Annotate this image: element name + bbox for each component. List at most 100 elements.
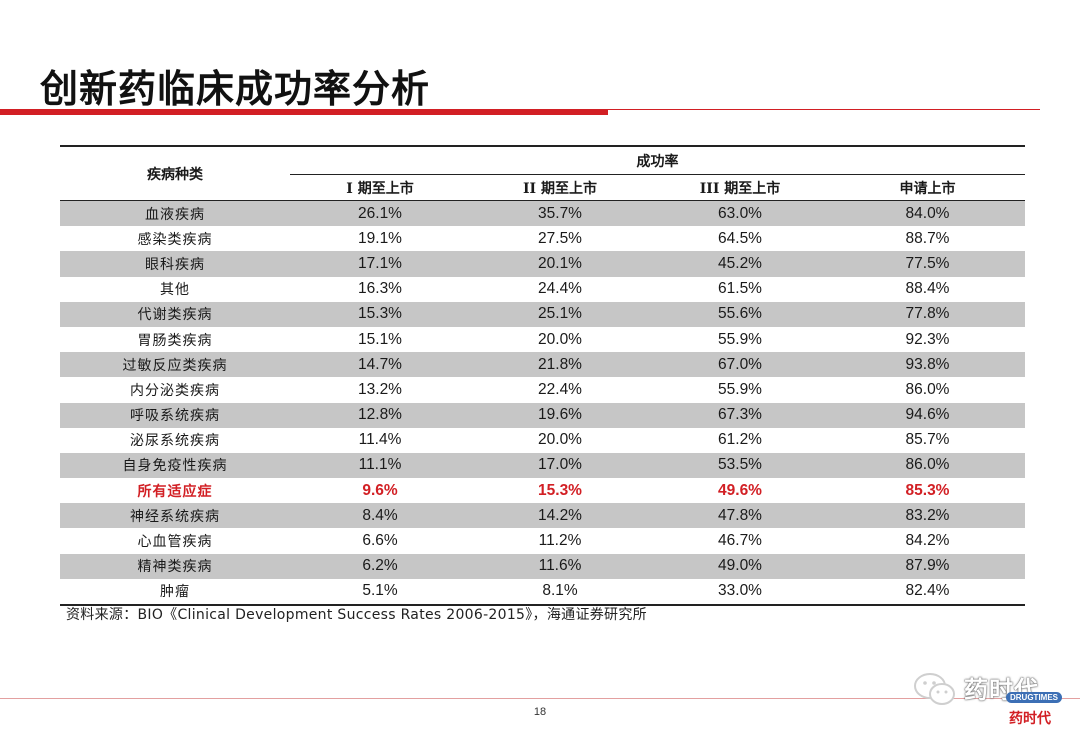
rate-cell-phase1: 26.1%: [290, 200, 470, 227]
footer-rule: [0, 698, 1080, 699]
disease-name-cell: 眼科疾病: [60, 251, 290, 277]
watermark-subtitle: 药时代: [1009, 711, 1051, 727]
rate-cell-phase1: 5.1%: [290, 578, 470, 607]
rate-cell-phase2: 11.2%: [538, 532, 582, 550]
rate-cell-filing: 84.0%: [830, 200, 1025, 227]
watermark-logo: 药时代 DRUGTIMES 药时代: [912, 668, 1072, 730]
page-number: 18: [533, 706, 547, 718]
table-row: 自身免疫性疾病 11.1% 17.0% 53.5% 86.0%: [60, 452, 1025, 479]
slide-title: 创新药临床成功率分析: [40, 67, 431, 111]
watermark-badge: DRUGTIMES: [1006, 692, 1062, 703]
rate-cell-phase3: 49.0%: [650, 553, 830, 579]
title-accent-bar: [0, 110, 608, 115]
rate-cell-filing: 94.6%: [830, 402, 1025, 428]
disease-name-cell: 胃肠类疾病: [137, 332, 213, 349]
table-row: 过敏反应类疾病 14.7% 21.8% 67.0% 93.8%: [60, 352, 1025, 378]
rate-cell-filing: 77.8%: [830, 301, 1025, 327]
disease-name-cell: 神经系统疾病: [60, 503, 290, 529]
table-body: 血液疾病 26.1% 35.7% 63.0% 84.0% 感染类疾病 19.1% 27.5% 6…: [60, 200, 1025, 607]
disease-name-cell: 自身免疫性疾病: [60, 452, 290, 479]
rate-cell-phase2: 14.2%: [470, 503, 650, 529]
rate-cell-phase1: 9.6%: [362, 481, 398, 499]
table-row: 眼科疾病 17.1% 20.1% 45.2% 77.5%: [60, 251, 1025, 277]
disease-name-cell: 内分泌类疾病: [130, 382, 220, 399]
table-row-all-indications: 所有适应症 9.6% 15.3% 49.6% 85.3%: [60, 478, 1025, 503]
source-note: 资料来源：BIO《Clinical Development Success Ra…: [66, 607, 647, 623]
rate-cell-phase2: 17.0%: [470, 452, 650, 479]
table-row: 血液疾病 26.1% 35.7% 63.0% 84.0%: [60, 200, 1025, 227]
rate-cell-phase2: 20.0%: [538, 330, 582, 348]
success-rate-group-header: 成功率: [290, 145, 1025, 175]
rate-cell-filing: 85.3%: [905, 481, 950, 499]
rate-cell-filing: 93.8%: [830, 352, 1025, 378]
rate-cell-phase3: 61.2%: [718, 431, 762, 449]
rate-cell-phase1: 14.7%: [290, 352, 470, 378]
rate-cell-phase2: 27.5%: [538, 229, 582, 247]
column-header-phase2: II 期至上市: [470, 174, 650, 201]
rate-cell-phase3: 55.9%: [718, 380, 762, 398]
rate-cell-phase3: 64.5%: [718, 229, 762, 247]
rate-cell-filing: 82.4%: [830, 578, 1025, 607]
category-header: 疾病种类: [60, 145, 290, 201]
disease-name-cell: 感染类疾病: [137, 231, 213, 248]
rate-cell-phase1: 16.3%: [358, 280, 402, 298]
rate-cell-phase3: 67.3%: [650, 402, 830, 428]
disease-name-cell: 泌尿系统疾病: [130, 433, 220, 450]
disease-name-cell: 精神类疾病: [60, 553, 290, 579]
rate-cell-phase2: 8.1%: [470, 578, 650, 607]
disease-name-cell: 其他: [160, 282, 190, 299]
table-row: 精神类疾病 6.2% 11.6% 49.0% 87.9%: [60, 553, 1025, 579]
success-rate-table: 疾病种类 成功率 I 期至上市 II 期至上市 III 期至上市 申请上市 血液…: [60, 145, 1025, 607]
rate-cell-filing: 77.5%: [830, 251, 1025, 277]
column-header-filing: 申请上市: [830, 174, 1025, 201]
rate-cell-phase1: 8.4%: [290, 503, 470, 529]
rate-cell-filing: 87.9%: [830, 553, 1025, 579]
disease-name-cell: 心血管疾病: [137, 534, 213, 551]
rate-cell-phase3: 47.8%: [650, 503, 830, 529]
rate-cell-phase1: 13.2%: [358, 380, 402, 398]
title-rule: [0, 109, 1040, 110]
rate-cell-filing: 88.4%: [905, 280, 950, 298]
table-row: 代谢类疾病 15.3% 25.1% 55.6% 77.8%: [60, 301, 1025, 327]
rate-cell-phase1: 12.8%: [290, 402, 470, 428]
rate-cell-filing: 84.2%: [905, 532, 950, 550]
rate-cell-phase3: 33.0%: [650, 578, 830, 607]
rate-cell-phase3: 55.6%: [650, 301, 830, 327]
rate-cell-filing: 85.7%: [905, 431, 950, 449]
table-row: 内分泌类疾病 13.2% 22.4% 55.9% 86.0%: [60, 377, 1025, 402]
success-rate-table-container: 疾病种类 成功率 I 期至上市 II 期至上市 III 期至上市 申请上市 血液…: [60, 145, 1025, 607]
table-row: 心血管疾病 6.6% 11.2% 46.7% 84.2%: [60, 528, 1025, 553]
rate-cell-phase1: 11.4%: [358, 431, 402, 449]
rate-cell-phase1: 19.1%: [358, 229, 402, 247]
table-row: 肿瘤 5.1% 8.1% 33.0% 82.4%: [60, 578, 1025, 607]
table-row: 其他 16.3% 24.4% 61.5% 88.4%: [60, 277, 1025, 302]
rate-cell-phase2: 25.1%: [470, 301, 650, 327]
rate-cell-phase3: 63.0%: [650, 200, 830, 227]
rate-cell-phase2: 15.3%: [538, 481, 582, 499]
rate-cell-phase2: 11.6%: [470, 553, 650, 579]
rate-cell-phase3: 55.9%: [718, 330, 762, 348]
rate-cell-phase3: 49.6%: [718, 481, 762, 499]
rate-cell-phase2: 19.6%: [470, 402, 650, 428]
disease-name-cell: 代谢类疾病: [60, 301, 290, 327]
rate-cell-phase1: 6.6%: [362, 532, 398, 550]
table-row: 泌尿系统疾病 11.4% 20.0% 61.2% 85.7%: [60, 428, 1025, 453]
rate-cell-filing: 83.2%: [830, 503, 1025, 529]
rate-cell-phase3: 53.5%: [650, 452, 830, 479]
table-row: 胃肠类疾病 15.1% 20.0% 55.9% 92.3%: [60, 327, 1025, 352]
disease-name-cell: 所有适应症: [137, 483, 213, 500]
rate-cell-phase2: 24.4%: [538, 280, 582, 298]
rate-cell-phase2: 20.1%: [470, 251, 650, 277]
rate-cell-phase2: 21.8%: [470, 352, 650, 378]
table-row: 感染类疾病 19.1% 27.5% 64.5% 88.7%: [60, 226, 1025, 251]
disease-name-cell: 肿瘤: [60, 578, 290, 607]
rate-cell-phase3: 45.2%: [650, 251, 830, 277]
rate-cell-filing: 86.0%: [830, 452, 1025, 479]
rate-cell-phase1: 15.3%: [290, 301, 470, 327]
rate-cell-phase3: 61.5%: [718, 280, 762, 298]
disease-name-cell: 呼吸系统疾病: [60, 402, 290, 428]
rate-cell-phase1: 11.1%: [290, 452, 470, 479]
table-row: 神经系统疾病 8.4% 14.2% 47.8% 83.2%: [60, 503, 1025, 529]
table-row: 呼吸系统疾病 12.8% 19.6% 67.3% 94.6%: [60, 402, 1025, 428]
column-header-phase3: III 期至上市: [650, 174, 830, 201]
